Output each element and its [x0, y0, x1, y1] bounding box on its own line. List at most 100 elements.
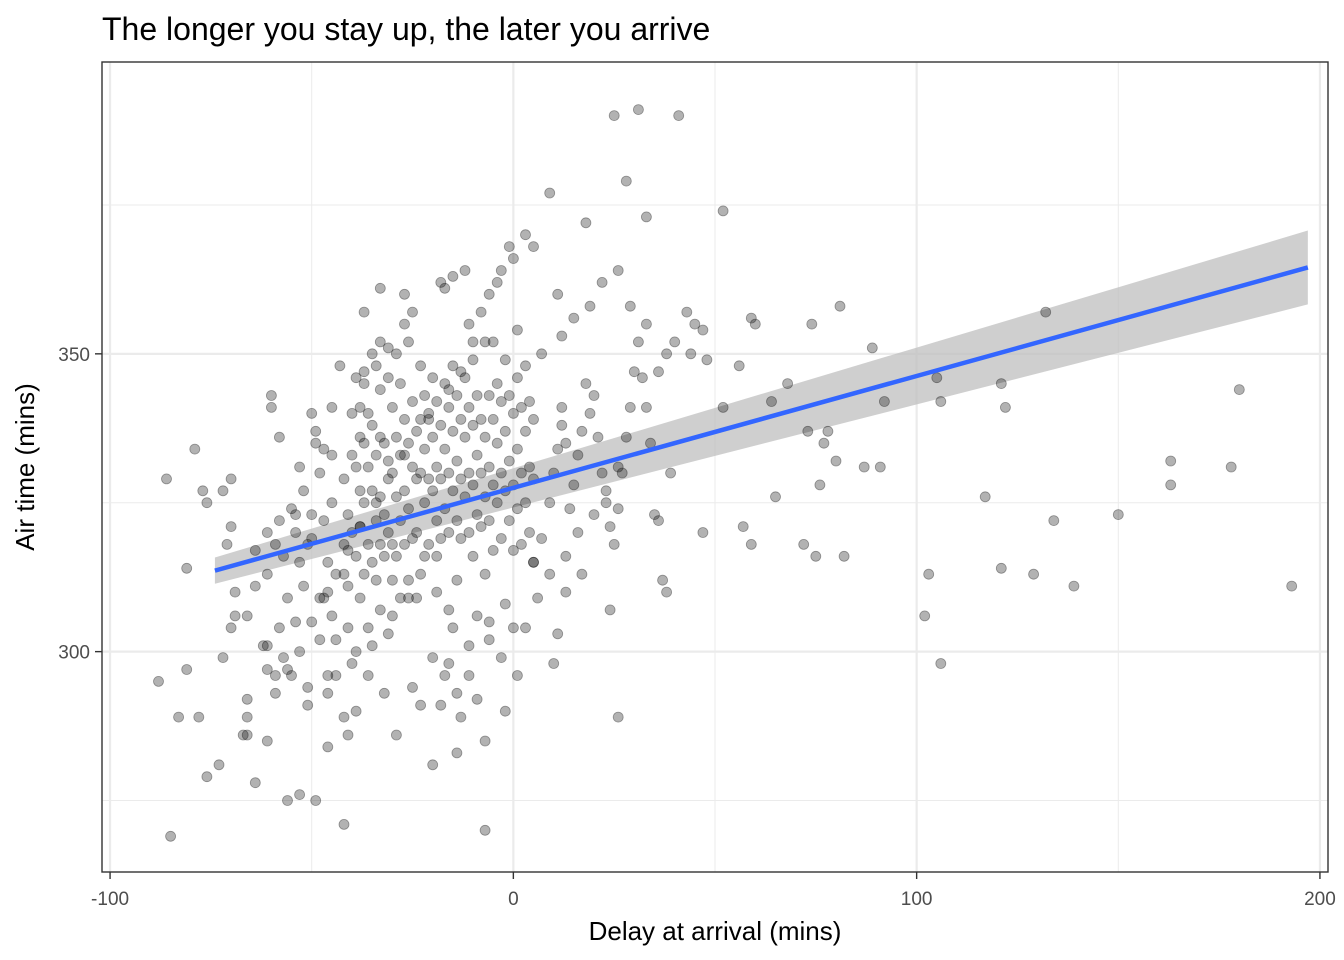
data-point	[427, 652, 439, 663]
data-point	[479, 824, 491, 836]
data-point	[499, 705, 511, 717]
data-point	[249, 777, 261, 789]
data-point	[386, 574, 398, 586]
data-point	[455, 413, 467, 425]
data-point	[265, 390, 277, 401]
data-point	[407, 682, 418, 693]
data-point	[528, 241, 539, 253]
data-point	[520, 425, 531, 437]
data-point	[685, 348, 697, 360]
data-point	[282, 795, 293, 806]
data-point	[439, 282, 451, 294]
data-point	[1233, 384, 1245, 396]
data-point	[532, 592, 543, 604]
data-point	[459, 431, 471, 443]
data-point	[604, 521, 616, 532]
data-point	[322, 586, 334, 598]
data-point	[273, 431, 285, 443]
data-point	[407, 533, 418, 544]
data-point	[596, 467, 608, 479]
data-point	[588, 509, 600, 520]
data-point	[302, 699, 314, 711]
data-point	[358, 568, 370, 580]
data-point	[681, 306, 693, 318]
data-point	[362, 670, 374, 681]
data-point	[624, 300, 636, 312]
data-point	[366, 419, 378, 431]
data-point	[427, 485, 439, 497]
data-point	[616, 467, 628, 479]
data-point	[431, 396, 443, 407]
data-point	[358, 378, 370, 390]
data-point	[536, 348, 547, 360]
data-point	[346, 449, 358, 461]
data-point	[479, 568, 491, 580]
data-point	[766, 396, 777, 407]
data-point	[475, 413, 487, 425]
data-point	[923, 568, 935, 580]
data-point	[463, 401, 475, 413]
data-point	[407, 396, 418, 407]
data-point	[193, 711, 205, 723]
data-point	[483, 616, 495, 628]
data-point	[435, 419, 447, 431]
data-point	[350, 461, 362, 473]
data-point	[641, 401, 652, 413]
data-point	[810, 550, 822, 562]
data-point	[487, 545, 499, 556]
data-point	[1165, 479, 1177, 491]
data-point	[419, 550, 431, 562]
data-point	[556, 419, 568, 431]
data-point	[818, 437, 830, 449]
data-point	[390, 348, 402, 360]
data-point	[512, 443, 523, 455]
data-point	[612, 265, 624, 276]
data-point	[512, 503, 523, 515]
data-point	[241, 729, 253, 741]
data-point	[213, 759, 225, 771]
data-point	[814, 479, 826, 491]
data-point	[399, 288, 410, 300]
data-point	[544, 497, 556, 509]
data-point	[318, 592, 330, 604]
data-point	[443, 401, 455, 413]
data-point	[399, 539, 410, 550]
data-point	[467, 419, 479, 431]
data-point	[830, 455, 842, 467]
data-point	[661, 586, 672, 598]
data-point	[282, 592, 293, 604]
data-point	[415, 467, 427, 479]
data-point	[286, 670, 297, 681]
data-point	[499, 425, 511, 437]
data-point	[435, 276, 447, 288]
data-point	[548, 658, 560, 669]
data-point	[342, 509, 354, 520]
data-point	[314, 467, 326, 479]
data-point	[374, 539, 386, 550]
data-point	[330, 634, 342, 646]
data-point	[326, 497, 338, 509]
data-point	[358, 366, 370, 378]
data-point	[552, 288, 564, 300]
chart-title: The longer you stay up, the later you ar…	[102, 11, 710, 47]
data-point	[499, 598, 511, 610]
data-point	[512, 670, 523, 681]
data-point	[427, 431, 439, 443]
data-point	[560, 437, 572, 449]
data-point	[979, 491, 991, 503]
data-point	[382, 527, 394, 538]
data-point	[633, 104, 644, 115]
data-point	[366, 556, 378, 568]
data-point	[241, 610, 253, 622]
data-point	[471, 693, 483, 705]
data-point	[459, 372, 471, 384]
data-point	[576, 568, 588, 580]
data-point	[866, 342, 878, 354]
data-point	[273, 622, 285, 634]
data-point	[374, 384, 386, 396]
data-point	[366, 640, 378, 652]
data-point	[294, 789, 306, 800]
data-point	[326, 449, 338, 461]
data-point	[366, 348, 378, 360]
